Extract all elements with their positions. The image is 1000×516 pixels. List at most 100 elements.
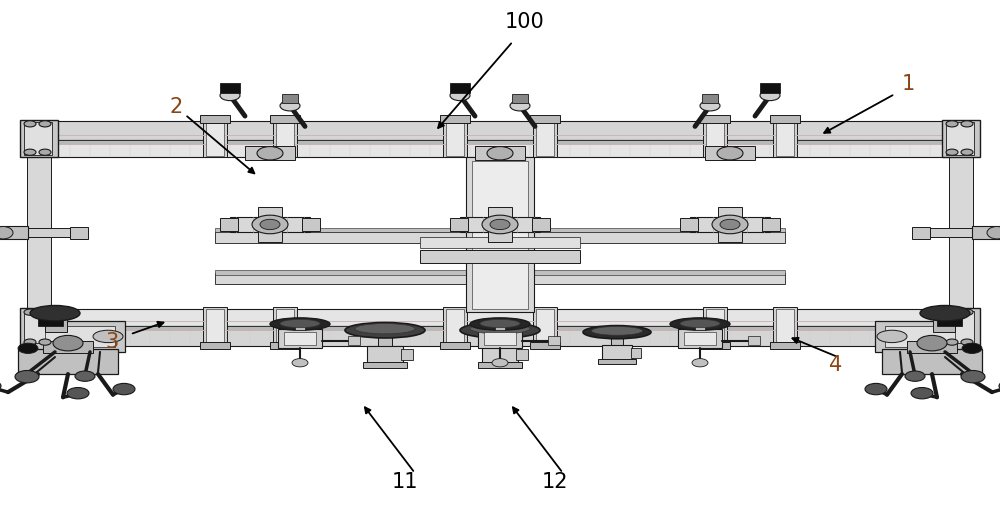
Ellipse shape [355, 324, 415, 334]
Circle shape [24, 121, 36, 127]
Bar [220, 83, 240, 93]
Bar [706, 309, 724, 344]
Bar [484, 332, 516, 345]
Bar [215, 273, 785, 284]
Bar [446, 309, 464, 344]
Circle shape [905, 371, 925, 381]
Bar [282, 94, 298, 103]
Circle shape [961, 370, 985, 383]
Bar [450, 218, 468, 231]
Bar [536, 120, 554, 156]
Circle shape [999, 380, 1000, 392]
Bar [703, 119, 727, 157]
Circle shape [961, 309, 973, 315]
Ellipse shape [0, 227, 13, 239]
Circle shape [865, 383, 887, 395]
Bar [695, 322, 705, 330]
Bar [363, 362, 407, 368]
Bar [270, 342, 300, 349]
Circle shape [720, 219, 740, 230]
Bar [690, 217, 770, 232]
Text: 100: 100 [505, 12, 545, 31]
Ellipse shape [93, 330, 123, 343]
Circle shape [292, 359, 308, 367]
Circle shape [490, 219, 510, 230]
Bar [875, 321, 965, 352]
Circle shape [692, 359, 708, 367]
Bar [700, 115, 730, 123]
Circle shape [53, 335, 83, 351]
Circle shape [760, 90, 780, 101]
Circle shape [39, 121, 51, 127]
Bar [631, 348, 641, 358]
Bar [530, 342, 560, 349]
Bar [220, 218, 238, 231]
Bar [302, 218, 320, 231]
Bar [43, 341, 93, 353]
Bar [276, 309, 294, 344]
Circle shape [260, 219, 280, 230]
Text: 11: 11 [392, 473, 418, 492]
Circle shape [113, 383, 135, 395]
Circle shape [24, 339, 36, 345]
Bar [273, 307, 297, 346]
Bar [472, 161, 528, 309]
Bar [45, 313, 67, 332]
Bar [378, 328, 392, 348]
Bar [937, 317, 962, 326]
Ellipse shape [280, 319, 320, 328]
Ellipse shape [920, 305, 970, 321]
Bar [773, 307, 797, 346]
Bar [276, 120, 294, 156]
Bar [215, 232, 785, 243]
Bar [24, 122, 52, 155]
Bar [700, 342, 730, 349]
Bar [24, 311, 52, 343]
Ellipse shape [480, 319, 520, 328]
Bar [420, 250, 580, 263]
Bar [512, 94, 528, 103]
Circle shape [39, 339, 51, 345]
Bar [684, 332, 716, 345]
Bar [245, 146, 295, 160]
Circle shape [220, 90, 240, 101]
Bar [466, 157, 534, 312]
Bar [703, 307, 727, 346]
Bar [440, 115, 470, 123]
Ellipse shape [270, 318, 330, 330]
Bar [706, 120, 724, 156]
Bar [475, 146, 525, 160]
Circle shape [252, 215, 288, 234]
Circle shape [487, 147, 513, 160]
Circle shape [962, 343, 982, 353]
Bar [946, 311, 974, 343]
Circle shape [67, 388, 89, 399]
Bar [295, 322, 305, 330]
Bar [773, 119, 797, 157]
Circle shape [717, 147, 743, 160]
Bar [0, 226, 28, 239]
Bar [882, 349, 982, 374]
Bar [776, 120, 794, 156]
Bar [30, 140, 970, 157]
Bar [20, 120, 58, 157]
Bar [942, 308, 980, 346]
Bar [30, 121, 970, 140]
Circle shape [15, 370, 39, 383]
Bar [718, 207, 742, 242]
Ellipse shape [460, 322, 540, 338]
Bar [215, 270, 785, 275]
Circle shape [946, 339, 958, 345]
Ellipse shape [680, 319, 720, 328]
Bar [478, 362, 522, 368]
Bar [206, 309, 224, 344]
Bar [367, 346, 403, 364]
Bar [770, 342, 800, 349]
Bar [440, 342, 470, 349]
Bar [30, 326, 970, 330]
Bar [907, 341, 957, 353]
Circle shape [510, 101, 530, 111]
Bar [748, 336, 760, 345]
Circle shape [961, 149, 973, 155]
Bar [680, 218, 698, 231]
